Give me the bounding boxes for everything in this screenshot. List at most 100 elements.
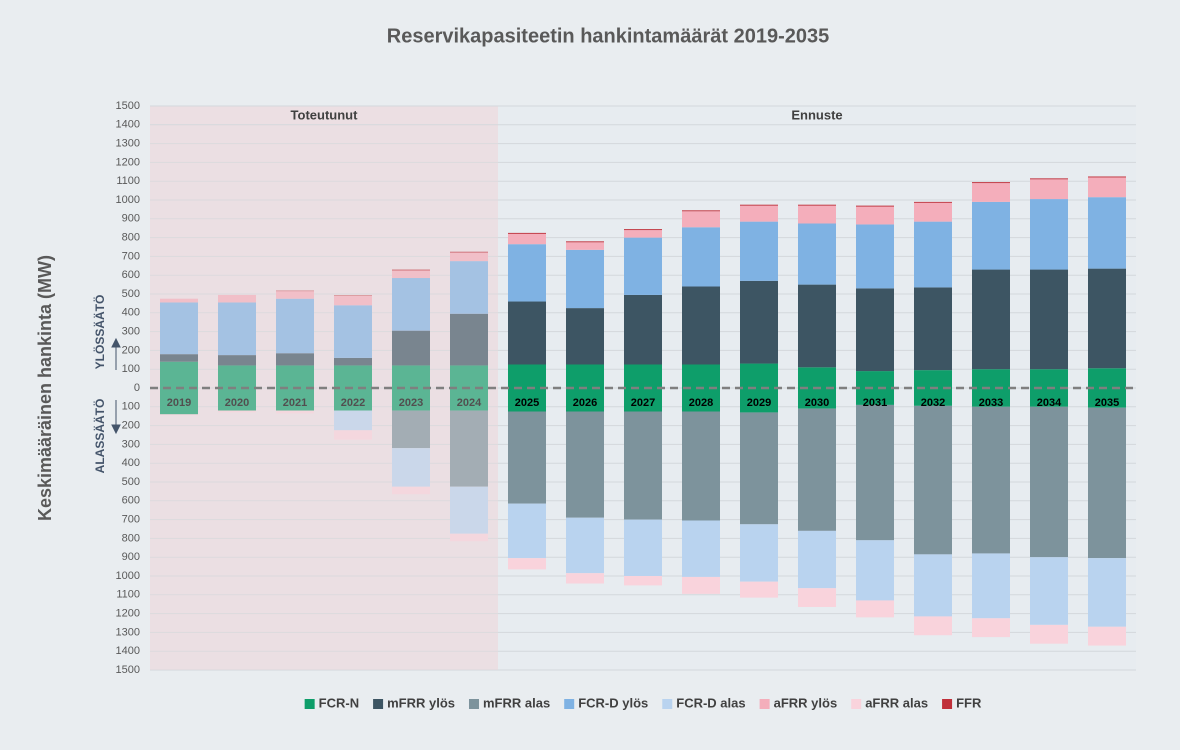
- y-tick-label: 1000: [116, 570, 140, 582]
- bar-segment: [972, 618, 1010, 638]
- bar-segment: [218, 410, 256, 413]
- bar-segment: [1088, 197, 1126, 269]
- y-tick-label: 500: [122, 476, 140, 488]
- bar-segment: [450, 410, 488, 487]
- bar-segment: [508, 244, 546, 302]
- bar-segment: [682, 227, 720, 287]
- bar-segment: [856, 404, 894, 541]
- legend-item: mFRR alas: [468, 695, 550, 710]
- legend-label: FFR: [956, 695, 982, 710]
- bar-segment: [218, 388, 256, 411]
- bar-segment: [972, 406, 1010, 554]
- legend-swatch: [373, 699, 384, 709]
- direction-arrows: [111, 337, 121, 435]
- bar-segment: [914, 616, 952, 636]
- legend-item: aFRR ylös: [759, 695, 838, 710]
- y-tick-label: 700: [122, 250, 140, 262]
- y-tick-label: 400: [122, 307, 140, 319]
- bar-segment: [740, 221, 778, 281]
- x-tick-label: 2030: [805, 397, 829, 409]
- y-axis-label: Keskimääräinen hankinta (MW): [35, 255, 55, 521]
- bar-segment: [160, 388, 198, 415]
- legend-item: FCR-N: [304, 695, 359, 710]
- bar-segment: [160, 361, 198, 388]
- y-tick-label: 400: [122, 457, 140, 469]
- bar-segment: [566, 388, 604, 412]
- bar-segment: [914, 388, 952, 406]
- bar-segment: [450, 261, 488, 314]
- bar-segment: [392, 486, 430, 495]
- legend: FCR-N mFRR ylös mFRR alas FCR-D ylös FCR-D a…: [304, 695, 982, 710]
- bar-segment: [798, 284, 836, 368]
- region-label: Toteutunut: [291, 107, 359, 122]
- bar-segment: [276, 353, 314, 366]
- up-label: YLÖSSÄÄTÖ: [92, 295, 107, 370]
- x-tick-label: 2021: [283, 397, 307, 409]
- bar-segment: [972, 183, 1010, 202]
- bar-segment: [798, 408, 836, 531]
- bar-segment: [450, 388, 488, 411]
- bar-segment: [392, 365, 430, 388]
- y-tick-label: 1400: [116, 119, 140, 131]
- y-tick-label: 1200: [116, 156, 140, 168]
- y-tick-label: 1400: [116, 645, 140, 657]
- bar-segment: [1030, 269, 1068, 370]
- bar-segment: [1030, 178, 1068, 180]
- x-tick-label: 2035: [1095, 397, 1119, 409]
- bar-segment: [392, 269, 430, 271]
- bar-segment: [334, 410, 372, 431]
- y-tick-label: 0: [134, 382, 140, 394]
- bar-segment: [972, 182, 1010, 184]
- bar-segment: [740, 581, 778, 598]
- bar-segment: [1088, 558, 1126, 627]
- bar-segment: [276, 291, 314, 299]
- x-tick-label: 2032: [921, 397, 945, 409]
- x-tick-label: 2020: [225, 397, 249, 409]
- bar-segment: [972, 201, 1010, 270]
- bar-segment: [1030, 406, 1068, 558]
- legend-swatch: [468, 699, 479, 709]
- bar-segment: [276, 365, 314, 388]
- bar-segment: [334, 357, 372, 366]
- y-tick-label: 300: [122, 326, 140, 338]
- y-tick-label: 500: [122, 288, 140, 300]
- y-tick-label: 800: [122, 532, 140, 544]
- bar-segment: [334, 365, 372, 388]
- region-overlay: [150, 126, 498, 670]
- bar-segment: [972, 369, 1010, 388]
- bar-segment: [914, 202, 952, 222]
- bar-segment: [682, 520, 720, 577]
- bar-segment: [1030, 369, 1068, 388]
- bar-segment: [392, 278, 430, 331]
- bar-segment: [508, 503, 546, 559]
- bar-segment: [450, 365, 488, 388]
- down-label: ALASSÄÄTÖ: [92, 399, 107, 474]
- bar-segment: [392, 388, 430, 411]
- bar-segment: [740, 388, 778, 413]
- bar-segment: [392, 270, 430, 279]
- bar-segment: [392, 410, 430, 449]
- legend-label: aFRR ylös: [774, 695, 838, 710]
- bar-segment: [856, 371, 894, 388]
- bar-segment: [624, 294, 662, 365]
- legend-item: FCR-D alas: [662, 695, 746, 710]
- y-tick-label: 1000: [116, 194, 140, 206]
- legend-label: mFRR ylös: [387, 695, 455, 710]
- bar-segment: [508, 232, 546, 234]
- bar-segment: [856, 205, 894, 207]
- bar-segment: [566, 573, 604, 584]
- x-tick-label: 2029: [747, 397, 771, 409]
- bar-segment: [508, 301, 546, 365]
- bar-segment: [334, 388, 372, 411]
- bar-segment: [566, 308, 604, 365]
- bar-segment: [624, 364, 662, 388]
- bar-segment: [334, 295, 372, 296]
- bar-segment: [276, 410, 314, 414]
- bar-segment: [1030, 624, 1068, 644]
- bar-segment: [856, 540, 894, 601]
- bar-segment: [798, 205, 836, 224]
- bar-segment: [972, 388, 1010, 407]
- bar-segment: [566, 242, 604, 250]
- bar-segment: [508, 411, 546, 504]
